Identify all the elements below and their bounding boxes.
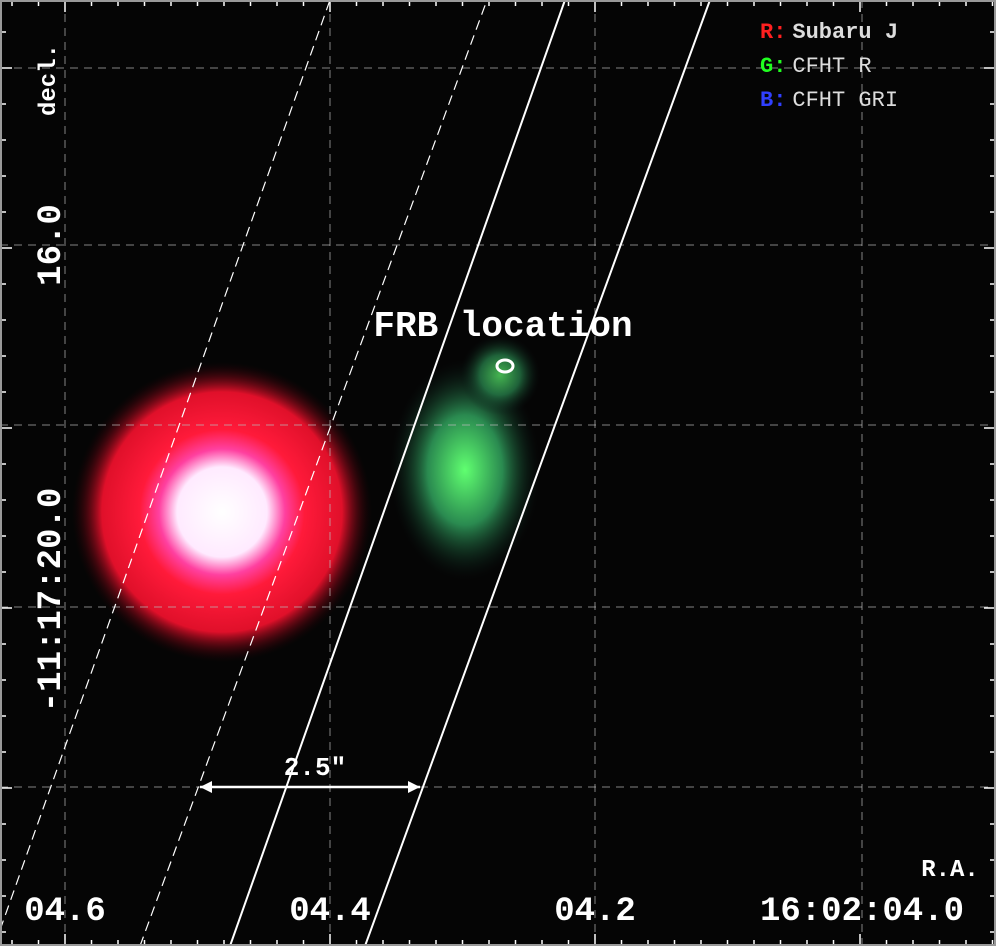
scale-label: 2.5" [284,753,346,783]
scale-bar: 2.5" [200,753,420,793]
frb-label: FRB location [373,306,632,347]
dashed-line [139,0,488,946]
dashed-line [0,0,331,931]
frb-ellipse [495,358,515,374]
legend-entry: R: Subaru J [760,20,898,45]
y-axis-label: decl. [36,44,63,116]
x-axis-label: R.A. [921,857,979,884]
x-tick-label: 04.6 [24,893,106,931]
solid-line [229,0,566,946]
bright-star [72,362,372,662]
legend-label: Subaru J [792,20,898,45]
legend-channel: R: [760,20,786,45]
x-tick-label: 16:02:04.0 [760,893,964,931]
slit-lines [0,0,711,946]
legend-channel: G: [760,54,786,79]
legend-label: CFHT R [792,54,871,79]
legend-channel: B: [760,88,786,113]
legend-entry: B: CFHT GRI [760,88,898,113]
host-galaxy [390,360,540,580]
legend-label: CFHT GRI [792,88,898,113]
y-tick-label: 16.0 [33,204,71,286]
x-tick-label: 04.4 [289,893,371,931]
x-tick-label: 04.2 [554,893,636,931]
legend: R: Subaru J G: CFHT R B: CFHT GRI [760,20,898,113]
legend-entry: G: CFHT R [760,54,872,79]
y-tick-label: -11:17:20.0 [33,488,71,712]
solid-line [364,0,711,946]
galaxy-knot [460,335,540,415]
